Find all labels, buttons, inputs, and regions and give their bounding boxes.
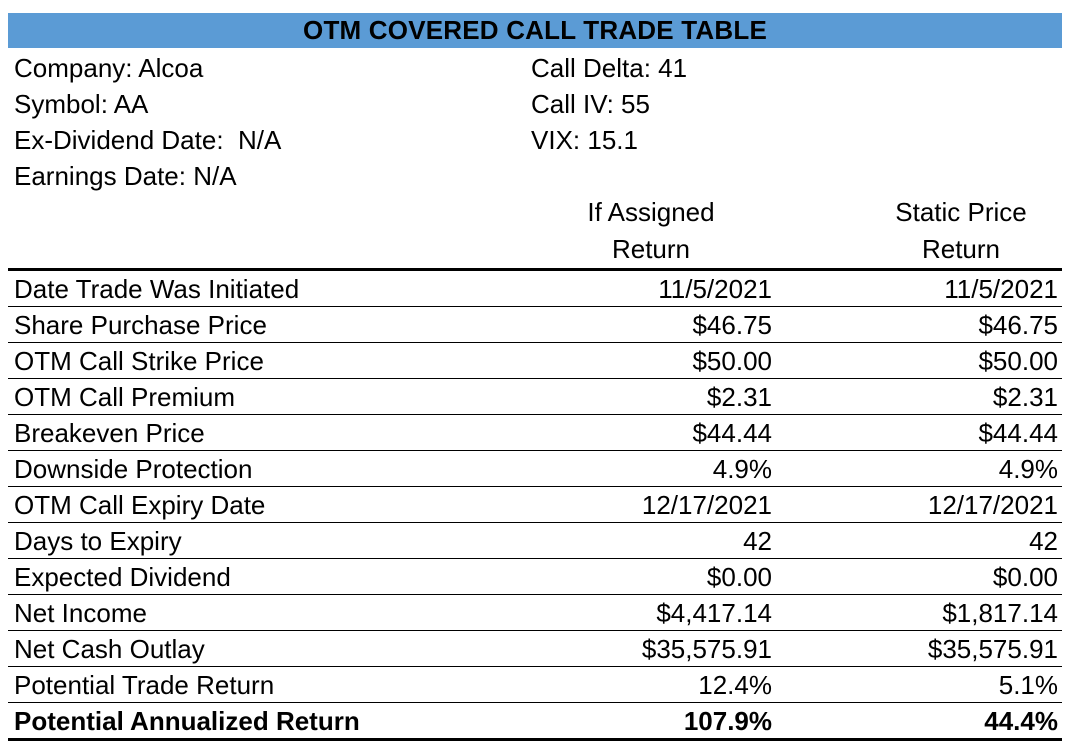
table-row: Days to Expiry 42 42: [8, 523, 1062, 559]
table-row: Date Trade Was Initiated 11/5/2021 11/5/…: [8, 271, 1062, 307]
if-assigned-value: $4,417.14: [656, 598, 772, 628]
trade-info-block: Company: Alcoa Symbol: AA Ex-Dividend Da…: [8, 48, 1062, 194]
static-price-value: 42: [1029, 526, 1058, 556]
table-row: Breakeven Price $44.44 $44.44: [8, 415, 1062, 451]
static-price-value: $2.31: [992, 382, 1058, 412]
row-label: Expected Dividend: [14, 562, 231, 592]
row-label: Date Trade Was Initiated: [14, 274, 300, 304]
row-label: Breakeven Price: [14, 418, 205, 448]
static-price-value: $44.44: [978, 418, 1058, 448]
static-price-header-line1: Static Price: [895, 197, 1027, 227]
trade-info-right: Call Delta: 41 Call IV: 55 VIX: 15.1: [531, 50, 687, 158]
trade-rows: Date Trade Was Initiated 11/5/2021 11/5/…: [8, 271, 1062, 741]
if-assigned-value: 107.9%: [683, 706, 772, 736]
row-label: Net Income: [14, 598, 147, 628]
table-row: Net Income $4,417.14 $1,817.14: [8, 595, 1062, 631]
table-row: Net Cash Outlay $35,575.91 $35,575.91: [8, 631, 1062, 667]
trade-table-sheet: OTM COVERED CALL TRADE TABLE Company: Al…: [8, 13, 1062, 741]
if-assigned-header: If Assigned Return: [551, 194, 751, 267]
table-title: OTM COVERED CALL TRADE TABLE: [8, 13, 1062, 48]
row-label: Downside Protection: [14, 454, 253, 484]
row-label: Potential Annualized Return: [14, 706, 360, 736]
if-assigned-value: 12/17/2021: [641, 490, 772, 520]
trade-info-left: Company: Alcoa Symbol: AA Ex-Dividend Da…: [14, 50, 281, 194]
if-assigned-value: $44.44: [692, 418, 772, 448]
row-label: Potential Trade Return: [14, 670, 275, 700]
call-delta-info: Call Delta: 41: [531, 53, 688, 83]
call-iv-info: Call IV: 55: [531, 89, 650, 119]
row-label: OTM Call Strike Price: [14, 346, 264, 376]
table-row: OTM Call Strike Price $50.00 $50.00: [8, 343, 1062, 379]
earnings-date-info: Earnings Date: N/A: [14, 161, 237, 191]
if-assigned-value: 11/5/2021: [658, 274, 772, 304]
if-assigned-value: $35,575.91: [641, 634, 772, 664]
static-price-value: $35,575.91: [927, 634, 1058, 664]
table-row: Share Purchase Price $46.75 $46.75: [8, 307, 1062, 343]
static-price-value: 12/17/2021: [927, 490, 1058, 520]
if-assigned-value: $46.75: [692, 310, 772, 340]
if-assigned-value: 4.9%: [712, 454, 772, 484]
table-row: Potential Trade Return 12.4% 5.1%: [8, 667, 1062, 703]
static-price-value: 5.1%: [998, 670, 1058, 700]
if-assigned-header-line1: If Assigned: [587, 197, 715, 227]
table-row: Expected Dividend $0.00 $0.00: [8, 559, 1062, 595]
static-price-header: Static Price Return: [861, 194, 1061, 267]
static-price-value: $50.00: [978, 346, 1058, 376]
if-assigned-value: $50.00: [692, 346, 772, 376]
row-label: OTM Call Expiry Date: [14, 490, 266, 520]
row-label: Share Purchase Price: [14, 310, 267, 340]
if-assigned-value: $2.31: [706, 382, 772, 412]
vix-info: VIX: 15.1: [531, 125, 638, 155]
static-price-header-line2: Return: [921, 233, 1001, 264]
static-price-value: 44.4%: [984, 706, 1058, 736]
if-assigned-header-line2: Return: [611, 233, 691, 264]
if-assigned-value: $0.00: [706, 562, 772, 592]
ex-dividend-date-info: Ex-Dividend Date: N/A: [14, 125, 282, 155]
static-price-value: $0.00: [992, 562, 1058, 592]
row-label: OTM Call Premium: [14, 382, 236, 412]
company-info: Company: Alcoa: [14, 53, 204, 83]
static-price-value: 11/5/2021: [944, 274, 1058, 304]
if-assigned-value: 42: [743, 526, 772, 556]
static-price-value: $46.75: [978, 310, 1058, 340]
table-row: OTM Call Expiry Date 12/17/2021 12/17/20…: [8, 487, 1062, 523]
table-row: Downside Protection 4.9% 4.9%: [8, 451, 1062, 487]
table-row-total: Potential Annualized Return 107.9% 44.4%: [8, 703, 1062, 741]
row-label: Net Cash Outlay: [14, 634, 205, 664]
row-label: Days to Expiry: [14, 526, 182, 556]
column-headers: If Assigned Return Static Price Return: [8, 194, 1062, 271]
table-row: OTM Call Premium $2.31 $2.31: [8, 379, 1062, 415]
static-price-value: 4.9%: [998, 454, 1058, 484]
if-assigned-value: 12.4%: [698, 670, 772, 700]
static-price-value: $1,817.14: [942, 598, 1058, 628]
symbol-info: Symbol: AA: [14, 89, 149, 119]
